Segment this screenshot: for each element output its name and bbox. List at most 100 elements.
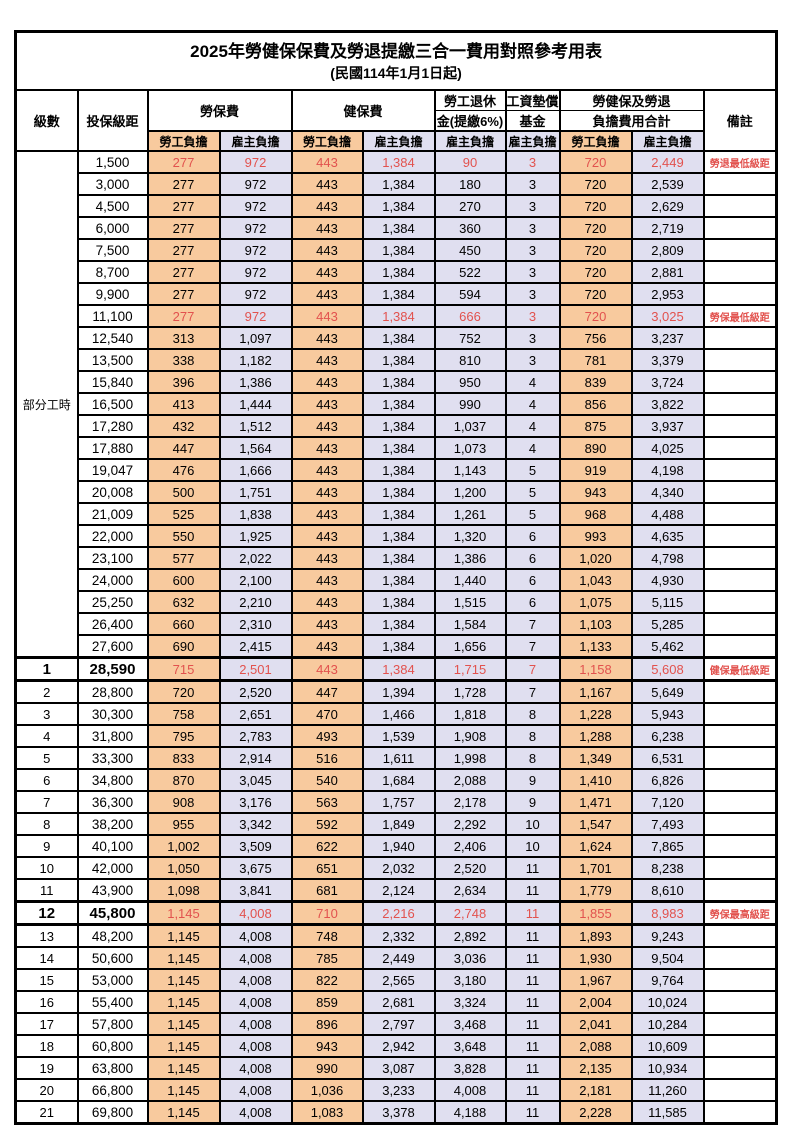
table-row: 14 50,600 1,145 4,008 785 2,449 3,036 11 1,930 9,…: [14, 946, 778, 970]
cell-fund: 11: [504, 1034, 561, 1058]
cell-li_er: 4,008: [218, 1078, 293, 1102]
cell-bracket: 40,100: [76, 834, 149, 858]
cell-li_emp: 277: [146, 194, 221, 218]
cell-hi_er: 1,384: [361, 436, 436, 460]
cell-tot_emp: 720: [558, 282, 633, 306]
table-row: 20,008 500 1,751 443 1,384 1,200 5 943 4,340: [16, 480, 778, 504]
cell-li_er: 972: [218, 238, 293, 262]
cell-pension: 3,324: [433, 990, 507, 1014]
cell-level: 1: [14, 656, 79, 682]
cell-level: 17: [14, 1012, 79, 1036]
cell-level: 6: [14, 768, 79, 792]
cell-level: 14: [14, 946, 79, 970]
cell-level: 13: [14, 923, 79, 948]
cell-level: 20: [14, 1078, 79, 1102]
cell-fund: 10: [504, 812, 561, 836]
cell-li_emp: 720: [146, 679, 221, 704]
table-row: 8,700 277 972 443 1,384 522 3 720 2,881: [16, 260, 778, 284]
cell-hi_emp: 470: [290, 702, 364, 726]
table-row: 18 60,800 1,145 4,008 943 2,942 3,648 11 2,088 10…: [14, 1034, 778, 1058]
cell-li_er: 972: [218, 172, 293, 196]
table-row: 12,540 313 1,097 443 1,384 752 3 756 3,237: [16, 326, 778, 350]
cell-tot_emp: 2,181: [558, 1078, 633, 1102]
table-row: 11 43,900 1,098 3,841 681 2,124 2,634 11 1,779 8,…: [14, 878, 778, 903]
cell-li_emp: 277: [146, 260, 221, 284]
cell-fund: 6: [504, 590, 561, 614]
premium-reference-table: 2025年勞健保保費及勞退提繳三合一費用對照參考用表 (民國114年1月1日起)…: [14, 30, 779, 1125]
cell-li_emp: 1,145: [146, 990, 221, 1014]
cell-level: 15: [14, 968, 79, 992]
cell-li_er: 972: [218, 150, 293, 174]
cell-li_emp: 870: [146, 768, 221, 792]
cell-li_er: 2,210: [218, 590, 293, 614]
cell-hi_emp: 443: [290, 282, 364, 306]
cell-li_er: 3,841: [218, 878, 293, 903]
cell-pension: 522: [433, 260, 507, 284]
page-subtitle: (民國114年1月1日起): [330, 64, 462, 81]
cell-tot_er: 4,198: [630, 458, 705, 482]
cell-remark: [702, 990, 778, 1014]
cell-li_er: 2,310: [218, 612, 293, 636]
cell-hi_er: 1,611: [361, 746, 436, 770]
cell-hi_emp: 443: [290, 194, 364, 218]
cell-tot_emp: 1,349: [558, 746, 633, 770]
cell-li_er: 4,008: [218, 900, 293, 926]
cell-hi_emp: 443: [290, 634, 364, 659]
cell-hi_emp: 443: [290, 502, 364, 526]
cell-bracket: 19,047: [76, 458, 149, 482]
cell-li_er: 972: [218, 194, 293, 218]
cell-li_er: 972: [218, 304, 293, 328]
cell-bracket: 25,250: [76, 590, 149, 614]
cell-tot_emp: 919: [558, 458, 633, 482]
cell-li_er: 3,509: [218, 834, 293, 858]
cell-hi_emp: 443: [290, 612, 364, 636]
cell-hi_er: 1,384: [361, 194, 436, 218]
cell-remark: [702, 436, 778, 460]
cell-li_emp: 313: [146, 326, 221, 350]
cell-tot_emp: 1,547: [558, 812, 633, 836]
table-row: 19 63,800 1,145 4,008 990 3,087 3,828 11 2,135 10…: [14, 1056, 778, 1080]
cell-tot_er: 4,340: [630, 480, 705, 504]
cell-li_er: 4,008: [218, 1012, 293, 1036]
cell-tot_emp: 720: [558, 216, 633, 240]
col-header-pension-line1: 勞工退休: [433, 89, 507, 111]
cell-level: 7: [14, 790, 79, 814]
cell-bracket: 45,800: [76, 900, 149, 926]
cell-hi_er: 2,681: [361, 990, 436, 1014]
cell-pension: 3,828: [433, 1056, 507, 1080]
cell-level: 10: [14, 856, 79, 880]
cell-hi_emp: 651: [290, 856, 364, 880]
cell-fund: 3: [504, 260, 561, 284]
page-title: 2025年勞健保保費及勞退提繳三合一費用對照參考用表: [190, 42, 602, 62]
cell-remark: [702, 856, 778, 880]
cell-li_er: 4,008: [218, 968, 293, 992]
cell-tot_emp: 1,967: [558, 968, 633, 992]
cell-hi_er: 1,384: [361, 392, 436, 416]
cell-li_emp: 1,145: [146, 1012, 221, 1036]
cell-pension: 4,188: [433, 1100, 507, 1125]
cell-li_emp: 715: [146, 656, 221, 682]
cell-hi_er: 1,384: [361, 348, 436, 372]
cell-li_emp: 1,145: [146, 923, 221, 948]
cell-tot_emp: 1,930: [558, 946, 633, 970]
cell-fund: 9: [504, 790, 561, 814]
cell-pension: 1,261: [433, 502, 507, 526]
cell-bracket: 23,100: [76, 546, 149, 570]
cell-li_emp: 476: [146, 458, 221, 482]
subheader-total-employer: 雇主負擔: [630, 130, 705, 152]
cell-tot_emp: 1,288: [558, 724, 633, 748]
cell-tot_er: 2,449: [630, 150, 705, 174]
cell-level: 11: [14, 878, 79, 903]
cell-tot_er: 6,531: [630, 746, 705, 770]
cell-remark: [702, 1078, 778, 1102]
cell-li_er: 1,751: [218, 480, 293, 504]
cell-pension: 2,634: [433, 878, 507, 903]
cell-level: 12: [14, 900, 79, 926]
cell-bracket: 66,800: [76, 1078, 149, 1102]
cell-hi_er: 1,384: [361, 260, 436, 284]
cell-hi_emp: 443: [290, 656, 364, 682]
cell-hi_emp: 443: [290, 348, 364, 372]
cell-bracket: 13,500: [76, 348, 149, 372]
cell-pension: 1,440: [433, 568, 507, 592]
cell-hi_emp: 859: [290, 990, 364, 1014]
